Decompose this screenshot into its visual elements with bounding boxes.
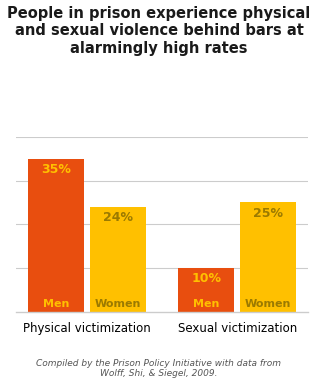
Bar: [178, 268, 234, 312]
Text: 35%: 35%: [41, 163, 71, 176]
Text: 10%: 10%: [191, 272, 221, 285]
Text: Men: Men: [193, 299, 219, 309]
Bar: [90, 207, 146, 312]
Text: Women: Women: [245, 299, 291, 309]
Bar: [240, 203, 296, 312]
Bar: [28, 159, 84, 312]
Text: Women: Women: [95, 299, 141, 309]
Text: People in prison experience physical
and sexual violence behind bars at
alarming: People in prison experience physical and…: [7, 6, 311, 55]
Text: 25%: 25%: [253, 207, 283, 220]
Text: Men: Men: [43, 299, 69, 309]
Text: 24%: 24%: [103, 211, 133, 224]
Text: Compiled by the Prison Policy Initiative with data from
Wolff, Shi, & Siegel, 20: Compiled by the Prison Policy Initiative…: [37, 359, 281, 378]
